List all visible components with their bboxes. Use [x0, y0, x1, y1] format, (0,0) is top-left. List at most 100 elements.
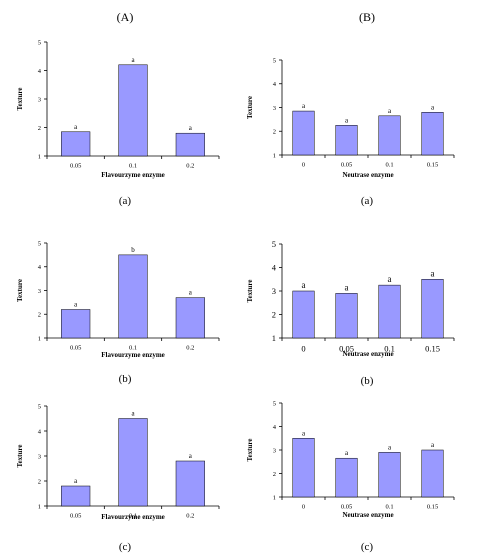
chart-1-data-label: a	[74, 123, 78, 131]
chart-6-data-label: a	[302, 429, 306, 437]
chart-1-x-tick-label: 0.2	[186, 163, 194, 170]
chart-5-data-label: a	[131, 410, 135, 418]
chart-4-y-tick-label: 2	[272, 309, 276, 319]
chart-6-y-tick-label: 4	[273, 424, 277, 431]
chart-6-x-tick-label: 0.15	[427, 504, 438, 511]
chart-5-bar	[175, 460, 205, 507]
chart-4-y-tick-label: 5	[272, 239, 276, 249]
chart-3-x-axis-title: Flavourzyme enzyme	[101, 351, 165, 359]
chart-4-y-tick-label: 1	[272, 333, 276, 343]
chart-3-x-tick-label: 0.1	[129, 345, 137, 352]
chart-2-y-tick-label: 3	[273, 105, 276, 112]
chart-2-y-tick-label: 1	[273, 152, 276, 159]
chart-2-bar	[335, 125, 358, 156]
chart-1-y-tick-label: 2	[38, 125, 41, 132]
chart-6-x-tick-label: 0.1	[385, 504, 393, 511]
chart-4-bar	[378, 284, 401, 339]
chart-4-y-axis-title: Texture	[246, 280, 254, 303]
chart-1-y-tick-label: 3	[38, 96, 41, 103]
chart-1-data-label: a	[189, 124, 193, 132]
chart-6-panel-label: (c)	[361, 541, 374, 553]
chart-3-panel-label: (b)	[119, 373, 132, 385]
chart-1-y-axis-title: Texture	[16, 88, 24, 111]
chart-2-data-label: a	[388, 107, 392, 115]
chart-3-y-tick-label: 2	[38, 312, 41, 319]
chart-3-bar	[61, 309, 91, 339]
chart-6-data-label: a	[431, 441, 435, 449]
chart-6-bar	[335, 457, 358, 498]
chart-1-x-axis-title: Flavourzyme enzyme	[101, 171, 165, 179]
chart-6-y-tick-label: 1	[273, 494, 276, 501]
chart-4-data-label: a	[388, 274, 392, 284]
chart-2-y-axis-title: Texture	[246, 96, 254, 119]
chart-2-bar	[421, 112, 444, 156]
chart-5-x-tick-label: 0.1	[129, 513, 137, 520]
chart-6-bar	[378, 452, 401, 498]
chart-5-bar	[61, 485, 91, 507]
chart-5-y-axis-title: Texture	[16, 445, 24, 468]
chart-4-y-tick-label: 4	[272, 262, 277, 272]
chart-3-data-label: a	[189, 289, 193, 297]
chart-6-y-tick-label: 2	[273, 471, 276, 478]
chart-5-x-axis-title: Flavourzyme enzyme	[101, 513, 165, 521]
chart-2-x-tick-label: 0.1	[385, 162, 393, 169]
chart-3-data-label: a	[74, 301, 78, 309]
chart-2-bar	[292, 110, 315, 156]
chart-1-bar	[175, 132, 205, 157]
header-left: (A)	[117, 10, 134, 24]
chart-6-x-tick-label: 0.05	[341, 504, 352, 511]
chart-2-x-axis-title: Neutrase enzyme	[342, 171, 393, 179]
chart-5-panel-label: (c)	[119, 541, 132, 553]
chart-3-x-tick-label: 0.05	[70, 345, 81, 352]
chart-3-y-tick-label: 1	[38, 335, 41, 342]
chart-4-bar	[335, 293, 358, 339]
chart-3-data-label: b	[131, 246, 135, 254]
chart-4-data-label: a	[431, 268, 435, 278]
chart-3-x-tick-label: 0.2	[186, 345, 194, 352]
chart-1-y-tick-label: 4	[38, 68, 42, 75]
chart-6-data-label: a	[388, 443, 392, 451]
chart-6-y-axis-title: Texture	[246, 439, 254, 462]
chart-3-bar	[118, 254, 148, 339]
chart-5-x-tick-label: 0.05	[70, 513, 81, 520]
chart-2-y-tick-label: 5	[273, 57, 276, 64]
chart-1-bar	[118, 64, 148, 157]
chart-5-y-tick-label: 2	[38, 478, 41, 485]
chart-4-data-label: a	[302, 280, 306, 290]
chart-6-data-label: a	[345, 449, 349, 457]
chart-5-y-tick-label: 5	[38, 403, 41, 410]
chart-3-y-tick-label: 3	[38, 288, 41, 295]
chart-2-x-tick-label: 0	[302, 162, 305, 169]
chart-2-data-label: a	[431, 103, 435, 111]
chart-5-data-label: a	[74, 477, 78, 485]
chart-4-x-tick-label: 0.15	[425, 344, 440, 354]
chart-3-bar	[175, 297, 205, 339]
chart-2-data-label: a	[302, 102, 306, 110]
chart-6-bar	[421, 449, 444, 498]
chart-5-x-tick-label: 0.2	[186, 513, 194, 520]
chart-4-panel-label: (b)	[361, 375, 374, 387]
chart-5-y-tick-label: 1	[38, 503, 41, 510]
chart-2-x-tick-label: 0.05	[341, 162, 352, 169]
chart-4-y-tick-label: 3	[272, 286, 276, 296]
chart-4-x-tick-label: 0.05	[339, 344, 354, 354]
chart-2-y-tick-label: 4	[273, 81, 277, 88]
chart-4-x-axis-title: Neutrase enzyme	[342, 350, 393, 358]
chart-6-bar	[292, 438, 315, 498]
chart-3-y-tick-label: 4	[38, 264, 42, 271]
chart-1-y-tick-label: 1	[38, 153, 41, 160]
header-right: (B)	[359, 10, 375, 24]
chart-3-y-axis-title: Texture	[16, 279, 24, 302]
chart-3-y-tick-label: 5	[38, 240, 41, 247]
chart-5-bar	[118, 418, 148, 507]
chart-5-y-tick-label: 4	[38, 428, 42, 435]
chart-6-x-axis-title: Neutrase enzyme	[342, 511, 393, 519]
chart-4-data-label: a	[345, 282, 349, 292]
chart-5-y-tick-label: 3	[38, 453, 41, 460]
chart-6-y-tick-label: 3	[273, 447, 276, 454]
chart-4-x-tick-label: 0.1	[384, 344, 395, 354]
chart-6-x-tick-label: 0	[302, 504, 305, 511]
chart-4-x-tick-label: 0	[301, 344, 305, 354]
chart-1-y-tick-label: 5	[38, 39, 41, 46]
